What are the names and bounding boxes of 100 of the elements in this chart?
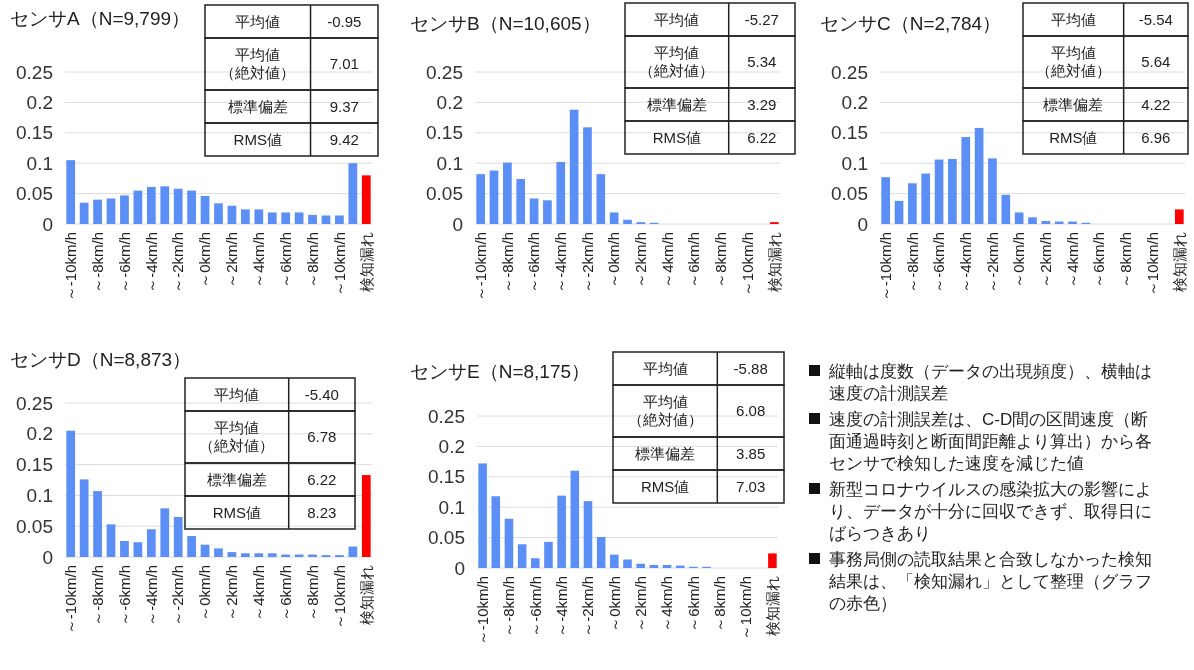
- text: 事務局側の読取結果と合致しなかった検知結果は、「検知漏れ」として整理（グラフの赤色）: [828, 550, 1152, 613]
- x-tick-label: ～-6km/h: [525, 232, 543, 293]
- x-tick-label: ～2km/h: [631, 576, 649, 632]
- bar: [254, 553, 264, 557]
- y-tick-label: 0.1: [26, 485, 53, 507]
- x-tick-label: ～10km/h: [330, 565, 348, 630]
- bar: [348, 163, 358, 224]
- bar: [93, 491, 102, 557]
- bar: [570, 470, 580, 568]
- text: 平均値: [642, 393, 688, 411]
- bar: [146, 186, 156, 224]
- x-tick-label: ～-6km/h: [115, 565, 133, 626]
- x-tick-label: ～2km/h: [223, 232, 241, 288]
- x-tick-label: ～4km/h: [250, 565, 268, 621]
- annotation: RMS値: [640, 477, 690, 495]
- bar: [531, 558, 540, 568]
- bar: [335, 215, 344, 224]
- y-tick-label: 0.1: [841, 152, 868, 174]
- x-tick-label: ～6km/h: [1090, 232, 1108, 288]
- bar: [596, 536, 606, 568]
- x-tick-label: ～-10km/h: [876, 232, 894, 302]
- bar: [1041, 220, 1051, 224]
- bar: [921, 173, 931, 224]
- y-tick-label: 0: [454, 557, 465, 579]
- bar: [557, 495, 566, 568]
- annotation: 6.22: [747, 128, 777, 146]
- text: （絶対値）: [627, 411, 703, 429]
- bar: [200, 196, 210, 224]
- x-tick-label: ～2km/h: [223, 565, 241, 621]
- bar: [1001, 194, 1011, 224]
- y-tick-label: 0: [42, 546, 53, 568]
- y-tick-label: 0.1: [438, 496, 465, 518]
- y-tick-label: 0: [42, 213, 53, 235]
- x-tick-label: ～8km/h: [303, 232, 321, 288]
- text: -5.54: [1138, 10, 1173, 28]
- bar: [361, 175, 371, 224]
- bar: [294, 212, 304, 224]
- bar: [504, 518, 514, 568]
- y-tick-label: 0: [452, 213, 463, 235]
- text: -5.88: [733, 359, 768, 377]
- annotation: RMS値: [212, 503, 262, 521]
- x-tick-label: ～-4km/h: [957, 232, 975, 293]
- text: 平均値: [1050, 10, 1096, 28]
- x-tick-label: ～-10km/h: [473, 576, 491, 646]
- bar: [160, 186, 170, 224]
- text: 縦軸は度数（データの出現頻度）、横軸は速度の計測誤差: [828, 362, 1152, 403]
- y-tick-label: 0.15: [428, 466, 465, 488]
- x-tick-label: 検知漏れ: [357, 565, 375, 625]
- x-tick-label: ～8km/h: [1117, 232, 1135, 288]
- y-tick-label: 0.15: [16, 454, 53, 476]
- text: -5.27: [744, 10, 779, 28]
- y-tick-label: 0.05: [426, 183, 463, 205]
- y-tick-label: 0.2: [841, 92, 868, 114]
- text: 5.64: [1141, 53, 1171, 71]
- x-tick-label: ～4km/h: [1063, 232, 1081, 288]
- y-tick-label: 0.1: [26, 152, 53, 174]
- annotation: 6.78: [307, 428, 337, 446]
- bar: [961, 137, 971, 224]
- bar: [948, 158, 957, 224]
- bar: [988, 158, 997, 224]
- bar: [881, 177, 891, 224]
- annotation: RMS値: [233, 130, 282, 148]
- annotation: 標準偏差: [635, 444, 696, 462]
- y-tick-label: 0.25: [16, 392, 53, 414]
- bar: [476, 174, 486, 224]
- bar: [79, 202, 89, 224]
- x-tick-label: ～-4km/h: [142, 232, 160, 293]
- x-tick-label: ～-8km/h: [903, 232, 921, 293]
- x-tick-label: 検知漏れ: [763, 576, 781, 636]
- x-tick-label: ～0km/h: [196, 565, 214, 621]
- x-tick-label: 検知漏れ: [765, 232, 783, 292]
- x-tick-label: ～8km/h: [712, 232, 730, 288]
- bar: [133, 190, 143, 224]
- bar: [173, 516, 183, 557]
- bar: [544, 541, 553, 568]
- bar: [281, 212, 291, 224]
- y-tick-label: 0.15: [426, 122, 463, 144]
- bar: [894, 200, 904, 224]
- x-tick-label: ～-2km/h: [579, 576, 597, 637]
- bar: [516, 179, 526, 224]
- annotation: 標準偏差: [1043, 95, 1104, 113]
- bar: [610, 554, 619, 568]
- annotation: 6.22: [307, 470, 337, 488]
- bar: [1174, 209, 1184, 224]
- x-tick-label: 検知漏れ: [1170, 232, 1188, 292]
- x-tick-label: ～-4km/h: [552, 576, 570, 637]
- x-tick-label: ～-8km/h: [500, 576, 518, 637]
- annotation: RMS値: [1049, 128, 1098, 146]
- bar: [623, 559, 632, 568]
- bar: [361, 475, 371, 557]
- bar: [556, 161, 566, 224]
- x-tick-label: ～4km/h: [658, 232, 676, 288]
- annotation: 標準偏差: [646, 95, 707, 113]
- bar: [173, 188, 183, 224]
- bar: [636, 563, 645, 568]
- annotation: 7.01: [329, 55, 359, 73]
- annotation: 標準偏差: [206, 470, 267, 488]
- bar: [187, 536, 196, 557]
- x-tick-label: ～-2km/h: [983, 232, 1001, 293]
- bar: [187, 190, 196, 224]
